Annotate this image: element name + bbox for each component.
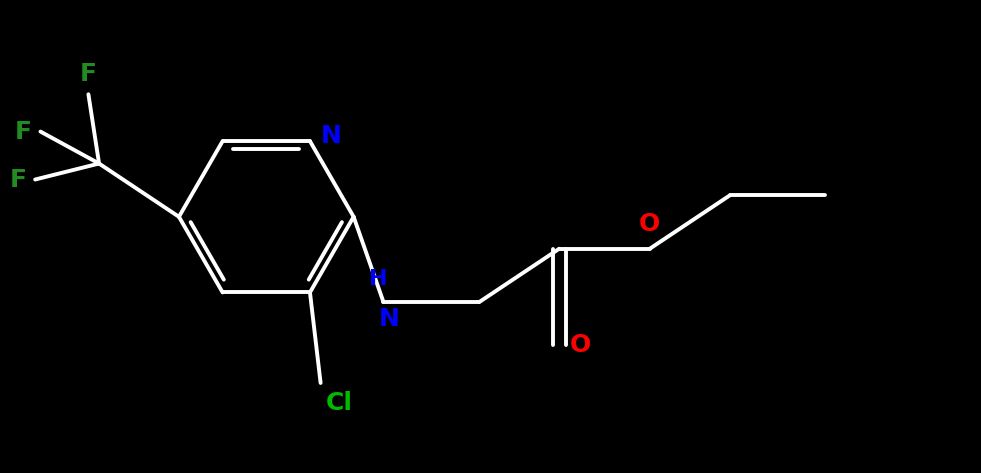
Text: O: O	[570, 333, 592, 357]
Text: Cl: Cl	[326, 392, 353, 415]
Text: F: F	[15, 120, 32, 144]
Text: O: O	[639, 212, 660, 236]
Text: H: H	[369, 269, 387, 289]
Text: N: N	[379, 307, 399, 331]
Text: F: F	[79, 62, 97, 86]
Text: N: N	[321, 124, 341, 148]
Text: F: F	[10, 167, 26, 192]
